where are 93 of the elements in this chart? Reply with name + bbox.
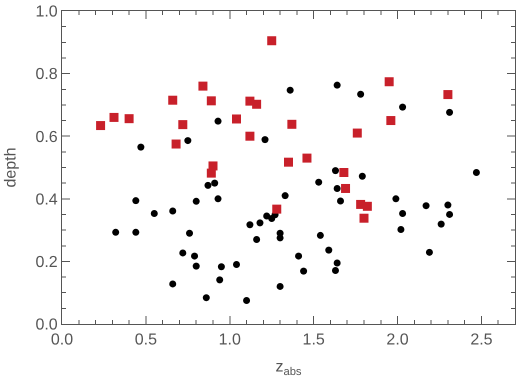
point [397, 226, 404, 233]
point [267, 36, 276, 46]
point [392, 195, 400, 202]
point [337, 197, 344, 204]
point [358, 172, 366, 180]
point [132, 197, 140, 204]
point [150, 210, 158, 218]
point [334, 184, 341, 192]
point [399, 104, 406, 111]
x-tick-label: 1.5 [302, 331, 325, 348]
y-tick-label: 0.6 [35, 128, 58, 146]
point [284, 158, 293, 167]
point [204, 182, 212, 189]
point [256, 219, 264, 226]
point [169, 280, 176, 288]
point [399, 210, 406, 218]
point [179, 249, 186, 256]
point [253, 236, 260, 243]
point [282, 192, 289, 200]
point [332, 167, 339, 174]
point [206, 168, 216, 178]
point [443, 90, 452, 100]
x-tick-label: 2.0 [386, 331, 409, 348]
point [386, 116, 396, 126]
point [332, 266, 339, 274]
point [438, 220, 445, 228]
point [178, 120, 188, 130]
point [426, 248, 433, 256]
point [352, 128, 362, 138]
point [252, 100, 262, 109]
point [232, 114, 241, 124]
point [272, 204, 282, 214]
point [472, 169, 480, 176]
point [357, 90, 364, 98]
point [172, 140, 181, 149]
point [339, 168, 348, 178]
point [206, 96, 216, 106]
point [96, 121, 106, 130]
point [263, 212, 270, 220]
point [198, 82, 208, 91]
point [446, 108, 454, 116]
point [214, 118, 222, 125]
point [316, 232, 324, 239]
point [362, 202, 372, 211]
point [286, 86, 294, 94]
point [446, 210, 454, 218]
point [315, 178, 322, 186]
point [214, 195, 222, 202]
point [295, 252, 302, 260]
point [191, 252, 198, 260]
y-axis-title: depth [2, 147, 20, 188]
point [112, 228, 120, 236]
point [132, 228, 140, 236]
y-tick-label: 0.4 [35, 191, 58, 208]
x-tick-label: 0.0 [50, 331, 74, 348]
y-tick-label: 0.2 [35, 254, 58, 271]
point [186, 230, 194, 237]
y-tick-label: 0.0 [35, 316, 58, 334]
point [184, 137, 192, 144]
point [169, 208, 176, 215]
point [243, 297, 250, 304]
point [287, 120, 296, 129]
point [300, 268, 308, 275]
point [334, 259, 341, 266]
point [341, 184, 350, 193]
point [325, 246, 332, 254]
x-tick-label: 1.0 [218, 331, 241, 348]
point [302, 154, 312, 163]
point [444, 202, 452, 209]
point [334, 82, 341, 89]
x-tick-label: 2.5 [470, 331, 493, 348]
point [422, 202, 430, 210]
point [137, 144, 144, 151]
point [245, 132, 254, 141]
point [202, 294, 210, 302]
point [124, 114, 134, 124]
point [192, 262, 200, 270]
point [110, 112, 119, 122]
point [360, 214, 368, 223]
point [168, 96, 178, 105]
y-tick-label: 0.8 [35, 66, 58, 84]
point [384, 77, 394, 86]
point [218, 263, 225, 270]
point [192, 198, 200, 205]
point [216, 276, 224, 284]
point [232, 261, 240, 268]
x-tick-label: 0.5 [134, 331, 158, 348]
point [211, 180, 218, 187]
x-axis-title: z$_{abs}$ [275, 358, 302, 378]
point [246, 221, 254, 228]
point [262, 136, 269, 144]
point [276, 282, 284, 290]
y-tick-label: 1.0 [35, 4, 58, 21]
